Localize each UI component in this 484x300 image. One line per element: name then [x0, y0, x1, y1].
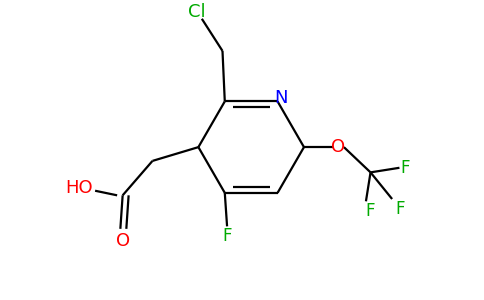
Text: F: F: [395, 200, 405, 218]
Text: F: F: [222, 227, 232, 245]
Text: F: F: [400, 159, 410, 177]
Text: N: N: [274, 89, 288, 107]
Text: O: O: [116, 232, 130, 250]
Text: O: O: [332, 138, 346, 156]
Text: F: F: [366, 202, 375, 220]
Text: Cl: Cl: [188, 3, 206, 21]
Text: HO: HO: [65, 179, 93, 197]
